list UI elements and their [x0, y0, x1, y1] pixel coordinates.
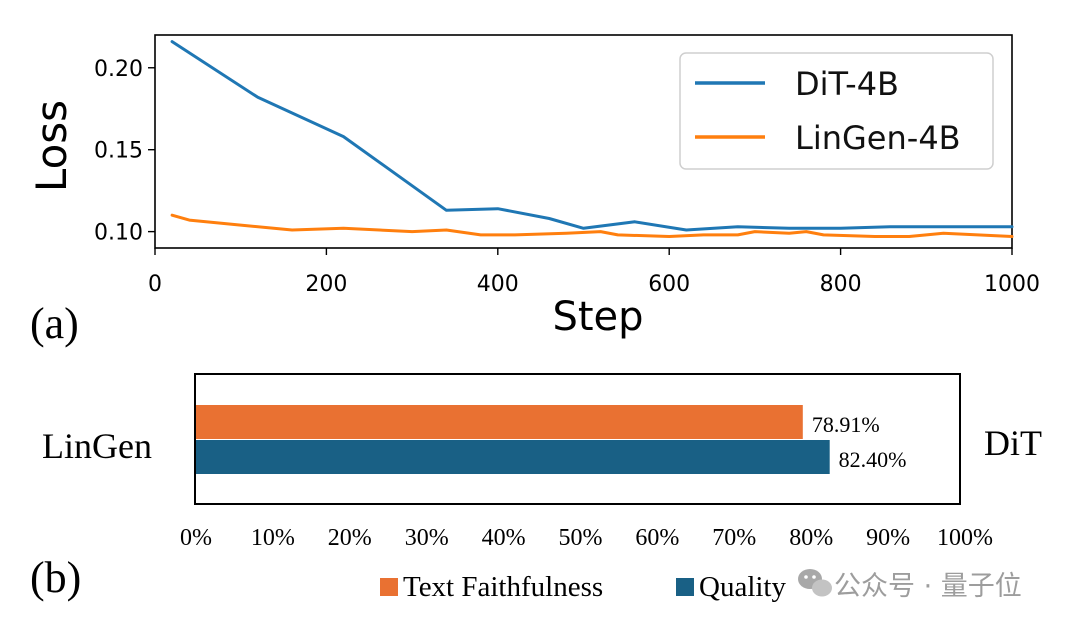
bar-x-tick-label: 80% [789, 525, 833, 551]
series-line-dit-4b [170, 40, 1014, 232]
panel-label-a: (a) [30, 299, 79, 348]
preference-bars: 78.91% 82.40% [196, 405, 906, 474]
series-line-lingen-4b [170, 213, 1014, 238]
watermark: 公众号 · 量子位 [798, 569, 1022, 602]
bar-x-tick-label: 30% [405, 525, 449, 551]
panel-label-b: (b) [30, 553, 81, 602]
legend-label-quality: Quality [699, 571, 786, 603]
x-tick-label: 600 [648, 272, 690, 297]
preference-chart: 78.91% 82.40% 0% 10% 20% 30% 40% 50% 60% 70% 80% 9… [30, 373, 1042, 603]
bar-x-tick-label: 0% [180, 525, 212, 551]
wechat-icon [798, 569, 832, 597]
right-model-label: DiT [984, 423, 1042, 463]
x-tick-label: 400 [477, 272, 519, 297]
bar-x-tick-label: 70% [712, 525, 756, 551]
legend-swatch-text-faithfulness [380, 578, 398, 596]
x-tick-label: 800 [820, 272, 862, 297]
x-tick-label: 0 [148, 272, 162, 297]
x-tick-label: 1000 [984, 272, 1040, 297]
x-axis-label: Step [552, 294, 643, 340]
loss-series-lines [170, 40, 1014, 238]
loss-legend: DiT-4B LinGen-4B [679, 52, 994, 170]
loss-axes: 0 200 400 600 800 1000 0.10 0.15 0.20 [94, 57, 1040, 297]
y-tick-label: 0.15 [94, 139, 143, 164]
bar-value-label-text-faithfulness: 78.91% [812, 412, 880, 437]
loss-chart: 0 200 400 600 800 1000 0.10 0.15 0.20 DiT-4B Lin… [27, 34, 1040, 348]
bar-x-tick-label: 10% [251, 525, 295, 551]
bar-x-tick-label: 100% [937, 525, 993, 551]
x-tick-label: 200 [305, 272, 347, 297]
bar-x-tick-label: 40% [482, 525, 526, 551]
bar-x-tick-label: 20% [328, 525, 372, 551]
bar-x-tick-label: 60% [635, 525, 679, 551]
bar-text-faithfulness [196, 405, 803, 439]
bar-x-tick-label: 50% [559, 525, 603, 551]
bar-plot-frame [194, 373, 961, 505]
legend-label-dit-4b: DiT-4B [795, 65, 899, 103]
preference-axis: 0% 10% 20% 30% 40% 50% 60% 70% 80% 90% 100% [180, 525, 993, 551]
left-model-label: LinGen [42, 426, 152, 466]
y-axis-label: Loss [27, 100, 76, 192]
legend-swatch-quality [676, 578, 694, 596]
loss-plot-frame [154, 34, 1013, 249]
y-tick-label: 0.20 [94, 57, 143, 82]
preference-legend: Text Faithfulness Quality [380, 571, 786, 603]
y-tick-label: 0.10 [94, 221, 143, 246]
bar-value-label-quality: 82.40% [839, 447, 907, 472]
legend-label-text-faithfulness: Text Faithfulness [403, 571, 603, 603]
watermark-text: 公众号 · 量子位 [834, 571, 1022, 602]
legend-label-lingen-4b: LinGen-4B [795, 119, 961, 157]
bar-quality [196, 440, 830, 474]
bar-x-tick-label: 90% [866, 525, 910, 551]
